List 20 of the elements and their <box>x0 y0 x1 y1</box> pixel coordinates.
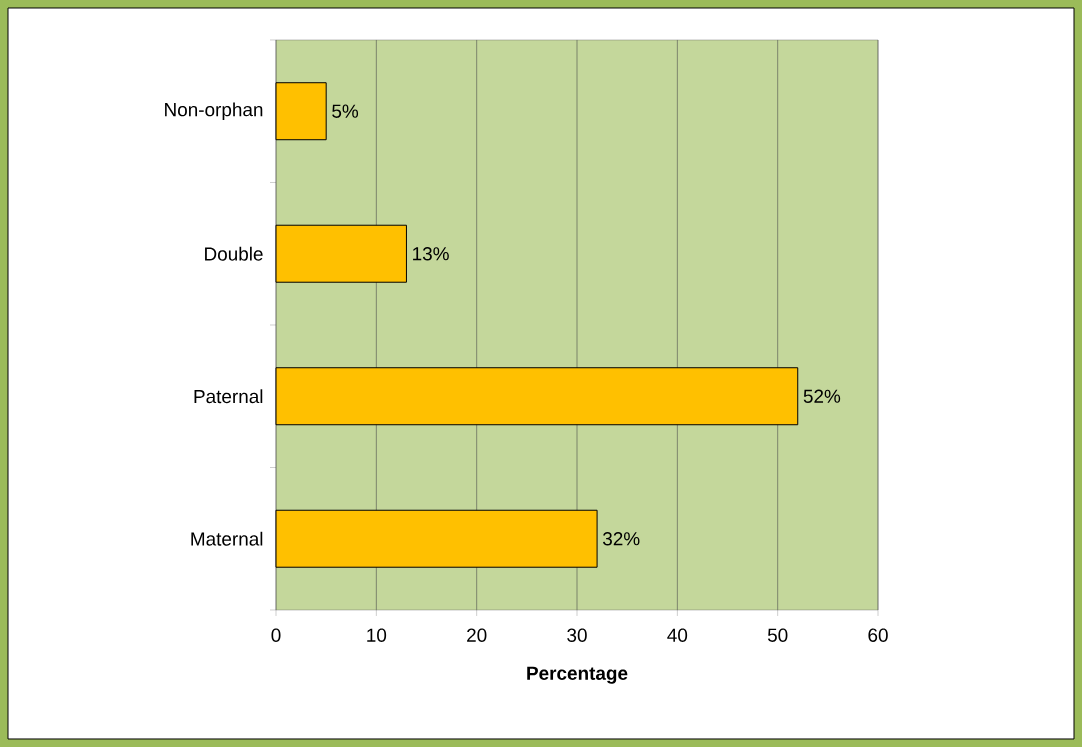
x-tick-label: 10 <box>367 628 387 642</box>
y-tick-label: Maternal <box>191 531 263 546</box>
data-label: 5% <box>332 104 359 118</box>
y-tick-label: Paternal <box>194 389 263 404</box>
x-tick-label: 0 <box>271 628 281 642</box>
x-axis-title: Percentage <box>527 666 628 684</box>
data-label: 52% <box>803 389 841 403</box>
x-tick-label: 50 <box>767 628 788 642</box>
bar <box>275 367 799 426</box>
bar <box>275 509 598 568</box>
bar <box>275 82 327 141</box>
bar <box>275 224 407 283</box>
y-tick-label: Double <box>205 246 263 261</box>
x-tick-label: 60 <box>868 628 888 642</box>
x-tick-label: 40 <box>667 628 688 642</box>
y-tick-label: Non-orphan <box>165 102 263 121</box>
x-tick-label: 30 <box>567 628 587 642</box>
data-label: 32% <box>603 532 640 546</box>
x-tick-label: 20 <box>467 628 487 642</box>
data-label: 13% <box>413 247 449 261</box>
